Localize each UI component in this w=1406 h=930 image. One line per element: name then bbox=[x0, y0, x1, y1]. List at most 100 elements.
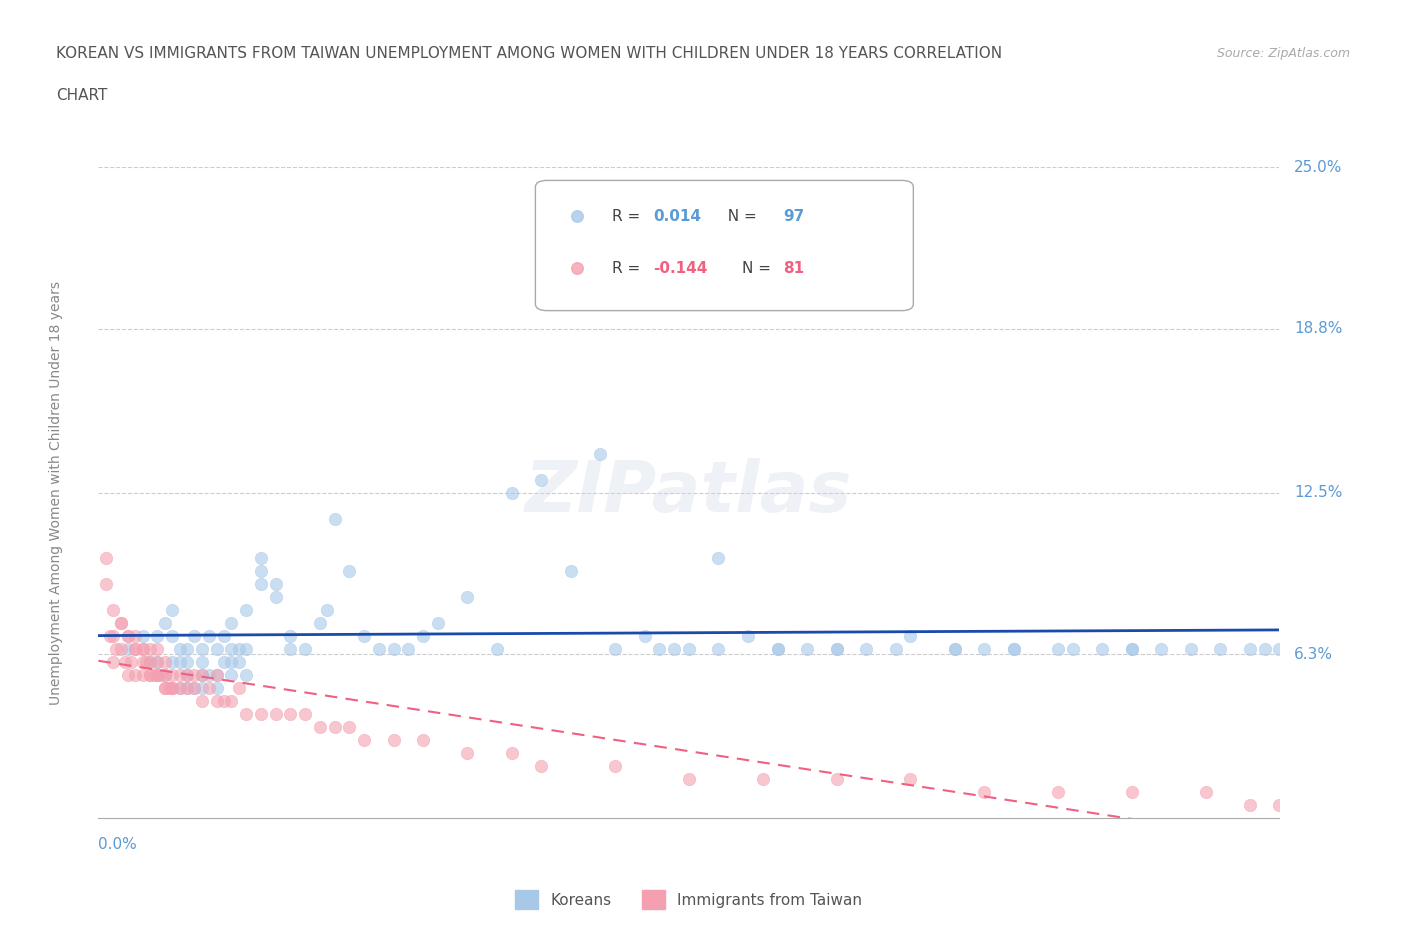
Point bbox=[117, 642, 139, 657]
Point bbox=[1121, 785, 1143, 800]
Point bbox=[1150, 642, 1173, 657]
Point bbox=[219, 655, 242, 670]
Point bbox=[153, 681, 176, 696]
Point bbox=[153, 668, 176, 683]
Text: 0.0%: 0.0% bbox=[98, 837, 138, 852]
Point bbox=[309, 720, 332, 735]
Point bbox=[117, 629, 139, 644]
Point bbox=[323, 720, 346, 735]
Point bbox=[309, 616, 332, 631]
Point bbox=[205, 668, 228, 683]
Point bbox=[162, 668, 183, 683]
Point bbox=[162, 603, 183, 618]
Point bbox=[219, 668, 242, 683]
FancyBboxPatch shape bbox=[536, 180, 914, 311]
Point bbox=[323, 512, 346, 526]
Point bbox=[678, 772, 700, 787]
Point bbox=[412, 629, 434, 644]
Point bbox=[943, 642, 966, 657]
Point bbox=[456, 590, 478, 604]
Point bbox=[825, 642, 848, 657]
Point bbox=[707, 642, 730, 657]
Point bbox=[884, 642, 907, 657]
Point bbox=[191, 681, 214, 696]
Point bbox=[235, 707, 257, 722]
Point bbox=[198, 681, 221, 696]
Point bbox=[94, 577, 117, 591]
Point bbox=[212, 694, 235, 709]
Point bbox=[825, 642, 848, 657]
Point bbox=[124, 642, 146, 657]
Point bbox=[412, 733, 434, 748]
Point bbox=[664, 642, 686, 657]
Point bbox=[132, 642, 155, 657]
Point bbox=[162, 681, 183, 696]
Text: 81: 81 bbox=[783, 260, 804, 276]
Point bbox=[157, 681, 180, 696]
Text: Source: ZipAtlas.com: Source: ZipAtlas.com bbox=[1216, 46, 1350, 60]
Point bbox=[110, 616, 132, 631]
Point bbox=[530, 472, 553, 487]
Text: R =: R = bbox=[612, 260, 645, 276]
Point bbox=[139, 655, 162, 670]
Point bbox=[737, 629, 759, 644]
Point bbox=[294, 642, 316, 657]
Point bbox=[139, 642, 162, 657]
Point bbox=[278, 707, 302, 722]
Point bbox=[191, 642, 214, 657]
Point bbox=[176, 655, 198, 670]
Point bbox=[278, 642, 302, 657]
Point bbox=[139, 668, 162, 683]
Point bbox=[117, 668, 139, 683]
Text: CHART: CHART bbox=[56, 88, 108, 103]
Point bbox=[1002, 642, 1025, 657]
Point bbox=[153, 668, 176, 683]
Point bbox=[110, 616, 132, 631]
Point bbox=[103, 603, 125, 618]
Point bbox=[176, 681, 198, 696]
Point bbox=[264, 590, 287, 604]
Point bbox=[678, 642, 700, 657]
Point bbox=[103, 629, 125, 644]
Point bbox=[427, 616, 450, 631]
Point bbox=[198, 668, 221, 683]
Point bbox=[153, 655, 176, 670]
Point bbox=[278, 629, 302, 644]
Point bbox=[264, 577, 287, 591]
Point bbox=[486, 642, 509, 657]
Point bbox=[855, 642, 877, 657]
Point bbox=[751, 772, 773, 787]
Text: N =: N = bbox=[742, 260, 776, 276]
Point bbox=[191, 668, 214, 683]
Text: N =: N = bbox=[718, 208, 762, 224]
Point bbox=[139, 668, 162, 683]
Point bbox=[250, 577, 273, 591]
Point bbox=[132, 642, 155, 657]
Point bbox=[191, 655, 214, 670]
Text: KOREAN VS IMMIGRANTS FROM TAIWAN UNEMPLOYMENT AMONG WOMEN WITH CHILDREN UNDER 18: KOREAN VS IMMIGRANTS FROM TAIWAN UNEMPLO… bbox=[56, 46, 1002, 61]
Point bbox=[560, 564, 582, 578]
Point bbox=[337, 720, 360, 735]
Point bbox=[146, 642, 169, 657]
Point bbox=[382, 733, 405, 748]
Point bbox=[219, 616, 242, 631]
Point bbox=[132, 655, 155, 670]
Point bbox=[1062, 642, 1084, 657]
Point bbox=[900, 772, 922, 787]
Point bbox=[176, 668, 198, 683]
Point bbox=[235, 668, 257, 683]
Point bbox=[294, 707, 316, 722]
Point bbox=[1121, 642, 1143, 657]
Point bbox=[143, 668, 166, 683]
Point bbox=[900, 629, 922, 644]
Point bbox=[228, 655, 250, 670]
Point bbox=[1268, 798, 1291, 813]
Point bbox=[139, 655, 162, 670]
Point bbox=[124, 629, 146, 644]
Point bbox=[162, 655, 183, 670]
Point bbox=[176, 668, 198, 683]
Point bbox=[132, 629, 155, 644]
Text: R =: R = bbox=[612, 208, 645, 224]
Point bbox=[124, 642, 146, 657]
Point bbox=[114, 655, 136, 670]
